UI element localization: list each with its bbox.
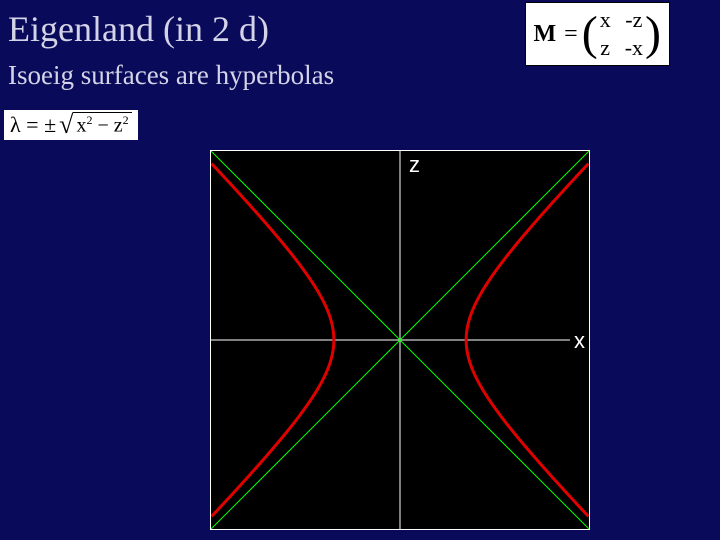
matrix-definition: M = ( x -z z -x ): [525, 2, 671, 66]
matrix-cell-11: x: [600, 7, 611, 33]
x-exp: 2: [86, 113, 92, 127]
radical-icon: √: [59, 112, 73, 138]
z-exp: 2: [123, 113, 129, 127]
subtitle: Isoeig surfaces are hyperbolas: [8, 60, 334, 91]
x-axis-label: x: [570, 328, 589, 354]
matrix-symbol: M: [534, 21, 557, 48]
equals: =: [21, 112, 44, 138]
page-title: Eigenland (in 2 d): [8, 8, 269, 50]
z-axis-label: z: [405, 152, 424, 178]
minus: −: [97, 115, 108, 137]
eigenvalue-formula: λ = ± √ x2 − z2: [4, 110, 138, 140]
matrix-cells: x -z z -x: [600, 7, 643, 61]
radicand: x2 − z2: [73, 112, 131, 138]
x-term: x: [76, 115, 86, 137]
matrix-cell-12: -z: [625, 7, 643, 33]
lambda-symbol: λ: [10, 112, 21, 138]
matrix-cell-21: z: [600, 35, 611, 61]
hyperbola-chart: [210, 150, 590, 530]
sqrt-expression: √ x2 − z2: [59, 112, 131, 138]
plus-minus: ±: [44, 112, 56, 138]
z-term: z: [114, 115, 123, 137]
right-paren-icon: ): [645, 17, 661, 51]
equals-sign: =: [564, 21, 578, 48]
left-paren-icon: (: [582, 17, 598, 51]
matrix-brackets: ( x -z z -x ): [582, 7, 661, 61]
matrix-cell-22: -x: [625, 35, 643, 61]
